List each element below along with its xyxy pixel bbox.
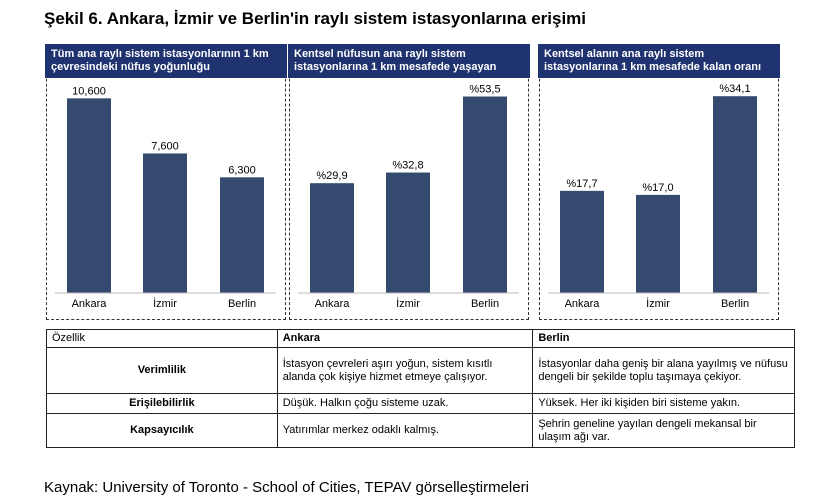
chart-panel-density: Tüm ana raylı sistem istasyonlarının 1 k… [45, 44, 287, 320]
category-label: Ankara [315, 298, 351, 310]
bar-ankara [67, 98, 111, 293]
data-label: 6,300 [228, 164, 256, 176]
bar-berlin [713, 96, 757, 293]
ankara-cell: Düşük. Halkın çoğu sisteme uzak. [276, 393, 534, 414]
data-label: 10,600 [72, 85, 106, 97]
bar-ankara [310, 183, 354, 293]
source-note: Kaynak: University of Toronto - School o… [44, 479, 529, 496]
category-label: Berlin [471, 298, 499, 310]
category-label: Berlin [228, 298, 256, 310]
category-label: Ankara [72, 298, 108, 310]
ankara-cell: Yatırımlar merkez odaklı kalmış. [276, 413, 534, 448]
bar-chart-population: %29,9 Ankara %32,8 İzmir %53,5 Berlin [298, 84, 519, 310]
chart-panel-area: Kentsel alanın ana raylı sistem istasyon… [538, 44, 780, 320]
table-row: Kapsayıcılık Yatırımlar merkez odaklı ka… [46, 413, 795, 448]
chart-title: Tüm ana raylı sistem istasyonlarının 1 k… [45, 44, 287, 78]
data-label: %32,8 [392, 160, 423, 172]
category-label: İzmir [396, 297, 420, 310]
feature-cell: Verimlilik [46, 347, 278, 394]
berlin-cell: Şehrin geneline yayılan dengeli mekansal… [532, 413, 795, 448]
bar-berlin [220, 177, 264, 293]
bar-berlin [463, 96, 507, 293]
data-label: %17,7 [566, 178, 597, 190]
chart-panel-population: Kentsel nüfusun ana raylı sistem istasyo… [288, 44, 530, 320]
data-label: %17,0 [642, 182, 673, 194]
chart-title: Kentsel nüfusun ana raylı sistem istasyo… [288, 44, 530, 78]
bar-chart-area: %17,7 Ankara %17,0 İzmir %34,1 Berlin [548, 83, 769, 310]
bar-ankara [560, 190, 604, 293]
data-label: %29,9 [316, 170, 347, 182]
table-header-cell: Özellik [46, 329, 278, 348]
data-label: %34,1 [719, 83, 750, 95]
feature-cell: Erişilebilirlik [46, 393, 278, 414]
category-label: İzmir [153, 297, 177, 310]
table-header-cell: Berlin [532, 329, 795, 348]
ankara-cell: İstasyon çevreleri aşırı yoğun, sistem k… [276, 347, 534, 394]
bar-i̇zmir [386, 172, 430, 293]
berlin-cell: İstasyonlar daha geniş bir alana yayılmı… [532, 347, 795, 394]
feature-cell: Kapsayıcılık [46, 413, 278, 448]
table-row: Verimlilik İstasyon çevreleri aşırı yoğu… [46, 347, 795, 394]
table-header-cell: Ankara [276, 329, 534, 348]
category-label: İzmir [646, 297, 670, 310]
data-label: %53,5 [469, 84, 500, 96]
figure-title: Şekil 6. Ankara, İzmir ve Berlin'in rayl… [44, 9, 586, 28]
table-row: Erişilebilirlik Düşük. Halkın çoğu siste… [46, 393, 795, 414]
data-label: 7,600 [151, 140, 179, 152]
bar-chart-density: 10,600 Ankara 7,600 İzmir 6,300 Berlin [55, 85, 276, 310]
berlin-cell: Yüksek. Her iki kişiden biri sisteme yak… [532, 393, 795, 414]
category-label: Berlin [721, 298, 749, 310]
table-header-row: Özellik Ankara Berlin [46, 329, 795, 348]
comparison-table: Özellik Ankara Berlin Verimlilik İstasyo… [46, 329, 795, 448]
chart-title: Kentsel alanın ana raylı sistem istasyon… [538, 44, 780, 78]
category-label: Ankara [565, 298, 601, 310]
bar-i̇zmir [143, 153, 187, 293]
bar-i̇zmir [636, 194, 680, 293]
